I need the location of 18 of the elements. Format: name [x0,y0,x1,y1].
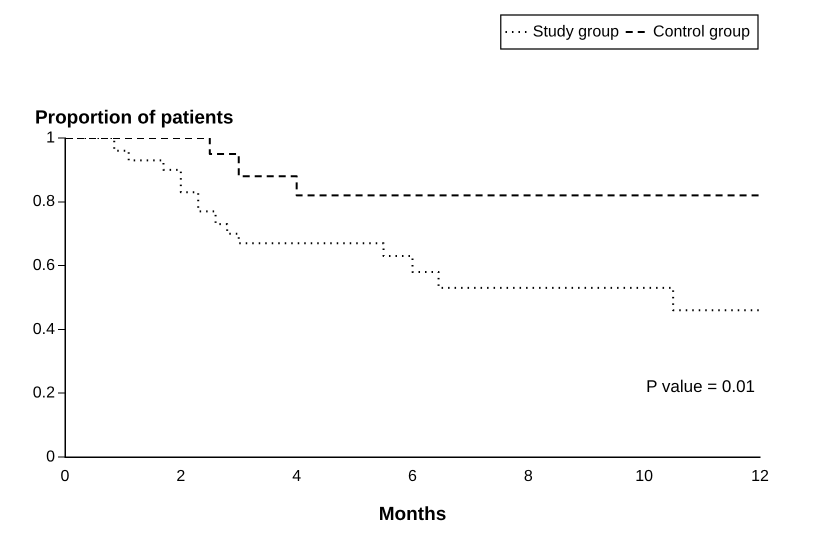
x-axis-title: Months [378,504,446,526]
x-tick-label: 4 [292,468,302,486]
x-tick-label: 8 [524,468,533,486]
x-tick-label: 0 [60,468,70,486]
x-tick-label: 2 [176,468,186,486]
y-tick-label: 0.2 [32,384,56,402]
x-tick-label: 12 [751,468,769,486]
x-tick-label: 10 [635,468,654,486]
y-axis-title: Proportion of patients [35,108,234,129]
y-tick-label: 0.6 [32,257,56,274]
legend-label: Control group [653,23,750,40]
legend-label: Study group [532,23,620,40]
y-tick-label: 0.8 [32,193,56,210]
y-tick-label: 1 [46,129,56,146]
y-tick-label: 0.4 [32,320,56,338]
annotation: P value = 0.01 [646,376,755,396]
y-tick-label: 0 [46,448,56,466]
x-tick-label: 6 [408,468,418,486]
